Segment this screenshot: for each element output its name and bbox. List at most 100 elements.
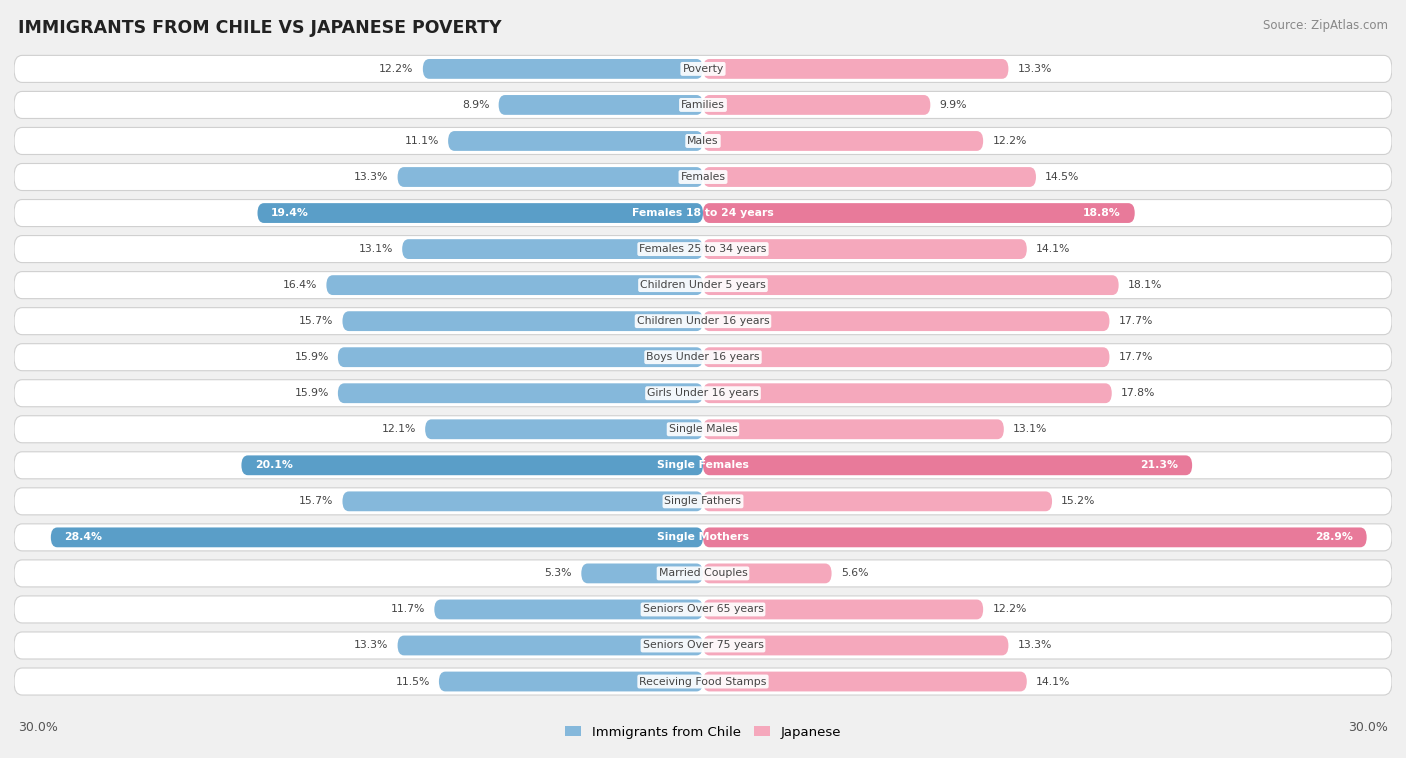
FancyBboxPatch shape [337, 384, 703, 403]
Text: 17.8%: 17.8% [1121, 388, 1156, 398]
FancyBboxPatch shape [703, 635, 1008, 656]
FancyBboxPatch shape [14, 308, 1392, 335]
Text: 12.2%: 12.2% [380, 64, 413, 74]
Text: 20.1%: 20.1% [256, 460, 292, 470]
Text: 13.1%: 13.1% [1012, 424, 1047, 434]
Text: Children Under 16 years: Children Under 16 years [637, 316, 769, 326]
Text: Seniors Over 75 years: Seniors Over 75 years [643, 641, 763, 650]
FancyBboxPatch shape [581, 563, 703, 584]
FancyBboxPatch shape [14, 164, 1392, 190]
Text: Females: Females [681, 172, 725, 182]
FancyBboxPatch shape [703, 347, 1109, 367]
Text: 19.4%: 19.4% [271, 208, 309, 218]
Text: Married Couples: Married Couples [658, 568, 748, 578]
FancyBboxPatch shape [434, 600, 703, 619]
FancyBboxPatch shape [14, 380, 1392, 407]
Text: 15.9%: 15.9% [294, 388, 329, 398]
Text: Single Fathers: Single Fathers [665, 496, 741, 506]
Text: Single Mothers: Single Mothers [657, 532, 749, 543]
Text: 13.3%: 13.3% [1018, 641, 1052, 650]
Text: 30.0%: 30.0% [1348, 721, 1388, 734]
FancyBboxPatch shape [14, 524, 1392, 551]
Text: 14.5%: 14.5% [1045, 172, 1080, 182]
Text: 17.7%: 17.7% [1119, 352, 1153, 362]
FancyBboxPatch shape [398, 167, 703, 187]
FancyBboxPatch shape [703, 203, 1135, 223]
FancyBboxPatch shape [703, 491, 1052, 511]
Text: 18.8%: 18.8% [1083, 208, 1121, 218]
Text: Females 18 to 24 years: Females 18 to 24 years [633, 208, 773, 218]
Text: 18.1%: 18.1% [1128, 280, 1163, 290]
FancyBboxPatch shape [703, 131, 983, 151]
FancyBboxPatch shape [703, 59, 1008, 79]
Text: IMMIGRANTS FROM CHILE VS JAPANESE POVERTY: IMMIGRANTS FROM CHILE VS JAPANESE POVERT… [18, 19, 502, 37]
FancyBboxPatch shape [703, 275, 1119, 295]
FancyBboxPatch shape [14, 236, 1392, 262]
Text: 16.4%: 16.4% [283, 280, 318, 290]
FancyBboxPatch shape [14, 199, 1392, 227]
Text: Poverty: Poverty [682, 64, 724, 74]
Text: 11.5%: 11.5% [395, 677, 430, 687]
Text: 15.7%: 15.7% [299, 316, 333, 326]
FancyBboxPatch shape [703, 528, 1367, 547]
FancyBboxPatch shape [326, 275, 703, 295]
Text: Families: Families [681, 100, 725, 110]
FancyBboxPatch shape [703, 600, 983, 619]
Text: Single Males: Single Males [669, 424, 737, 434]
Text: 5.3%: 5.3% [544, 568, 572, 578]
Text: Single Females: Single Females [657, 460, 749, 470]
FancyBboxPatch shape [14, 55, 1392, 83]
Text: 28.9%: 28.9% [1315, 532, 1353, 543]
FancyBboxPatch shape [703, 312, 1109, 331]
FancyBboxPatch shape [14, 127, 1392, 155]
Text: 15.2%: 15.2% [1062, 496, 1095, 506]
Text: 8.9%: 8.9% [463, 100, 489, 110]
Text: 12.1%: 12.1% [381, 424, 416, 434]
FancyBboxPatch shape [51, 528, 703, 547]
Text: Source: ZipAtlas.com: Source: ZipAtlas.com [1263, 19, 1388, 32]
FancyBboxPatch shape [703, 240, 1026, 259]
FancyBboxPatch shape [14, 632, 1392, 659]
Text: 17.7%: 17.7% [1119, 316, 1153, 326]
FancyBboxPatch shape [449, 131, 703, 151]
FancyBboxPatch shape [439, 672, 703, 691]
Text: 30.0%: 30.0% [18, 721, 58, 734]
FancyBboxPatch shape [423, 59, 703, 79]
FancyBboxPatch shape [398, 635, 703, 656]
FancyBboxPatch shape [499, 95, 703, 115]
FancyBboxPatch shape [14, 415, 1392, 443]
FancyBboxPatch shape [14, 488, 1392, 515]
Text: 13.3%: 13.3% [1018, 64, 1052, 74]
FancyBboxPatch shape [14, 560, 1392, 587]
Text: Children Under 5 years: Children Under 5 years [640, 280, 766, 290]
FancyBboxPatch shape [703, 419, 1004, 439]
Text: 21.3%: 21.3% [1140, 460, 1178, 470]
FancyBboxPatch shape [425, 419, 703, 439]
Text: 13.1%: 13.1% [359, 244, 392, 254]
Text: 11.1%: 11.1% [405, 136, 439, 146]
FancyBboxPatch shape [703, 95, 931, 115]
FancyBboxPatch shape [703, 672, 1026, 691]
FancyBboxPatch shape [337, 347, 703, 367]
Text: 13.3%: 13.3% [354, 172, 388, 182]
FancyBboxPatch shape [14, 271, 1392, 299]
Text: 13.3%: 13.3% [354, 641, 388, 650]
Text: Males: Males [688, 136, 718, 146]
FancyBboxPatch shape [242, 456, 703, 475]
FancyBboxPatch shape [343, 491, 703, 511]
Text: 15.9%: 15.9% [294, 352, 329, 362]
FancyBboxPatch shape [703, 563, 831, 584]
Text: Receiving Food Stamps: Receiving Food Stamps [640, 677, 766, 687]
Text: 14.1%: 14.1% [1036, 244, 1070, 254]
FancyBboxPatch shape [703, 384, 1112, 403]
Text: 15.7%: 15.7% [299, 496, 333, 506]
Text: 28.4%: 28.4% [65, 532, 103, 543]
FancyBboxPatch shape [14, 596, 1392, 623]
Text: Seniors Over 65 years: Seniors Over 65 years [643, 604, 763, 615]
Text: Boys Under 16 years: Boys Under 16 years [647, 352, 759, 362]
Text: 11.7%: 11.7% [391, 604, 425, 615]
FancyBboxPatch shape [14, 343, 1392, 371]
FancyBboxPatch shape [703, 456, 1192, 475]
FancyBboxPatch shape [14, 92, 1392, 118]
Text: Girls Under 16 years: Girls Under 16 years [647, 388, 759, 398]
